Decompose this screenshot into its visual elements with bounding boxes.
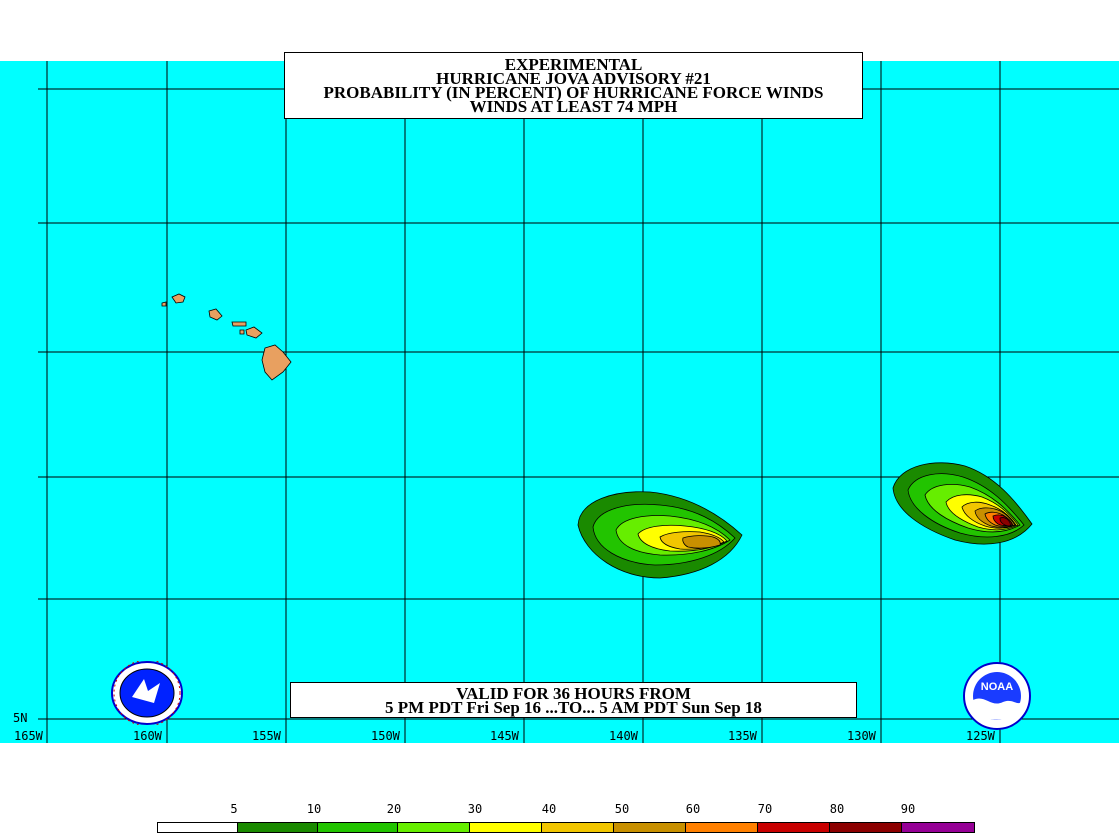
title-box: EXPERIMENTAL HURRICANE JOVA ADVISORY #21… xyxy=(284,52,863,119)
contour-50 xyxy=(682,535,721,549)
legend-swatch xyxy=(158,823,238,832)
ocean xyxy=(0,61,1119,743)
legend-swatch xyxy=(614,823,686,832)
lon-label: 125W xyxy=(966,729,995,743)
contour-system-west xyxy=(577,491,743,579)
legend-swatch xyxy=(830,823,902,832)
hawaii-islands xyxy=(161,293,292,381)
valid-line-1: VALID FOR 36 HOURS FROM xyxy=(456,684,691,703)
legend-label: 60 xyxy=(685,802,701,816)
title-line-2: HURRICANE JOVA ADVISORY #21 xyxy=(436,69,711,88)
legend-swatch xyxy=(902,823,974,832)
legend-label: 50 xyxy=(614,802,630,816)
legend-swatch xyxy=(758,823,830,832)
island-lanai xyxy=(239,329,245,335)
noaa-logo-icon: NOAA xyxy=(963,662,1031,730)
legend-label: 80 xyxy=(829,802,845,816)
lon-label: 135W xyxy=(728,729,757,743)
legend-label: 40 xyxy=(541,802,557,816)
legend-label: 30 xyxy=(467,802,483,816)
legend-label: 5 xyxy=(230,802,238,816)
lon-label: 160W xyxy=(133,729,162,743)
island-maui xyxy=(245,326,263,339)
legend-label: 10 xyxy=(306,802,322,816)
island-molokai xyxy=(231,321,247,327)
noaa-logo-text: NOAA xyxy=(981,681,1013,693)
title-line-3: PROBABILITY (IN PERCENT) OF HURRICANE FO… xyxy=(323,83,824,102)
legend-swatch xyxy=(238,823,318,832)
valid-line-2: 5 PM PDT Fri Sep 16 ...TO... 5 AM PDT Su… xyxy=(385,698,762,717)
legend-label: 20 xyxy=(386,802,402,816)
island-oahu xyxy=(208,308,223,321)
contour-system-east xyxy=(892,462,1033,545)
lon-label: 155W xyxy=(252,729,281,743)
lon-label: 150W xyxy=(371,729,400,743)
probability-legend xyxy=(157,822,975,833)
lon-label: 140W xyxy=(609,729,638,743)
legend-label: 70 xyxy=(757,802,773,816)
lat-label: 5N xyxy=(13,711,28,725)
legend-swatch xyxy=(398,823,470,832)
legend-swatch xyxy=(686,823,758,832)
legend-swatch xyxy=(470,823,542,832)
lon-label: 130W xyxy=(847,729,876,743)
island-niihau xyxy=(161,301,167,307)
legend-label: 90 xyxy=(900,802,916,816)
legend-labels: 5 10 20 30 40 50 60 70 80 90 xyxy=(0,802,1119,818)
lon-label: 145W xyxy=(490,729,519,743)
island-hawaii xyxy=(261,344,292,381)
nws-logo-icon xyxy=(111,661,183,725)
contour-80 xyxy=(999,517,1011,527)
valid-period-box: VALID FOR 36 HOURS FROM 5 PM PDT Fri Sep… xyxy=(290,682,857,718)
title-line-1: EXPERIMENTAL xyxy=(504,55,643,74)
legend-swatch xyxy=(318,823,398,832)
legend-swatch xyxy=(542,823,614,832)
lon-label: 165W xyxy=(14,729,43,743)
island-kauai xyxy=(171,293,186,304)
title-line-4: WINDS AT LEAST 74 MPH xyxy=(469,97,678,116)
